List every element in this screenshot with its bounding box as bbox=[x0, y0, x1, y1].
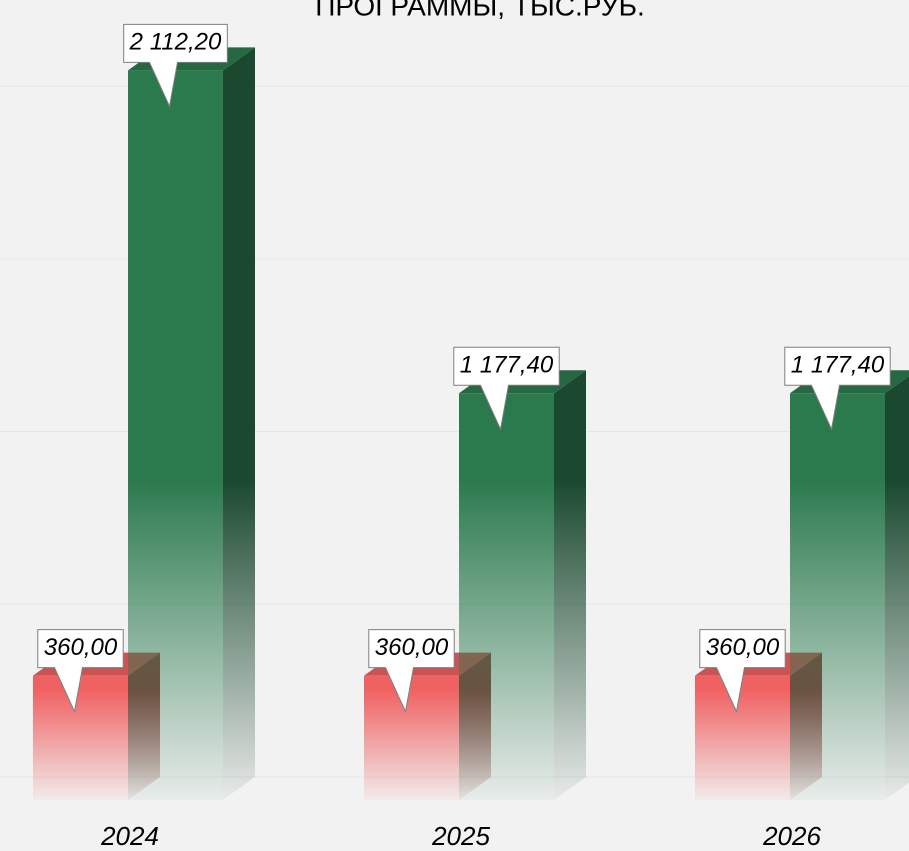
bar bbox=[33, 675, 128, 800]
x-tick-label: 2025 bbox=[431, 821, 490, 851]
chart-title: ПРОГРАММЫ, ТЫС.РУБ. bbox=[315, 0, 645, 21]
bar-side bbox=[885, 376, 909, 800]
x-tick-label: 2024 bbox=[100, 821, 159, 851]
label-callout bbox=[37, 629, 124, 714]
data-label-text: 1 177,40 bbox=[460, 352, 554, 379]
data-label: 1 177,40 bbox=[453, 346, 560, 431]
data-label: 360,00 bbox=[368, 629, 455, 714]
bar bbox=[459, 393, 554, 800]
data-label-text: 2 112,20 bbox=[129, 29, 222, 56]
data-label: 360,00 bbox=[37, 629, 124, 714]
data-label: 360,00 bbox=[699, 629, 786, 714]
data-label-text: 1 177,40 bbox=[791, 352, 885, 379]
data-label: 2 112,20 bbox=[123, 23, 228, 108]
label-callout bbox=[453, 346, 560, 431]
bar-group bbox=[790, 370, 909, 800]
label-callout bbox=[123, 23, 228, 108]
bar bbox=[364, 675, 459, 800]
label-callout bbox=[699, 629, 786, 714]
bar-group bbox=[128, 47, 255, 800]
data-label-text: 360,00 bbox=[706, 634, 780, 661]
bar bbox=[790, 393, 885, 800]
bar bbox=[695, 675, 790, 800]
label-callout bbox=[368, 629, 455, 714]
bar-side bbox=[554, 370, 586, 800]
bar-group bbox=[459, 370, 586, 800]
label-callout bbox=[784, 346, 891, 431]
x-tick-label: 2026 bbox=[762, 821, 821, 851]
data-label-text: 360,00 bbox=[44, 634, 118, 661]
bar bbox=[128, 70, 223, 800]
data-label: 1 177,40 bbox=[784, 346, 891, 431]
data-label-text: 360,00 bbox=[375, 634, 449, 661]
bar-side bbox=[223, 47, 255, 800]
